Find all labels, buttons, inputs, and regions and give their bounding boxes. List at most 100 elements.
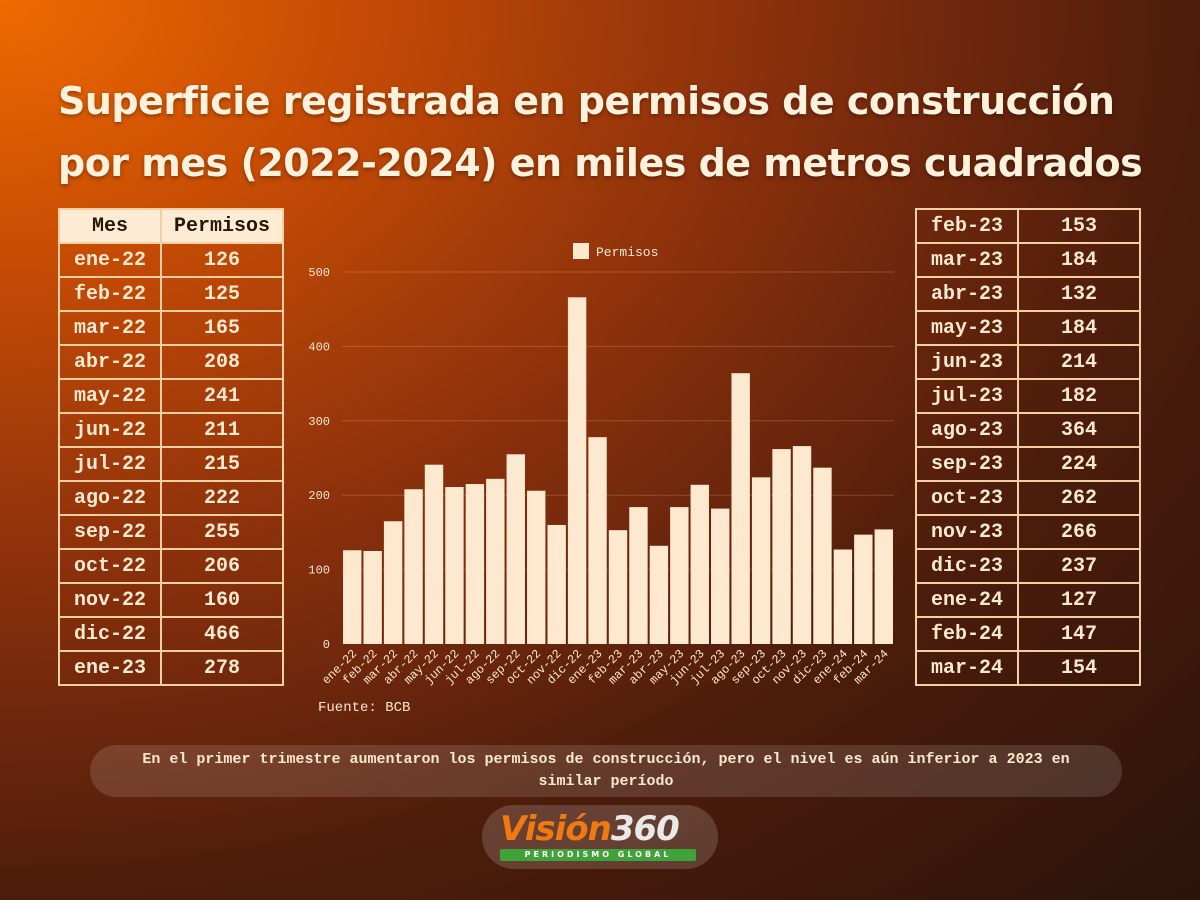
month-cell: sep-23 bbox=[915, 446, 1019, 482]
title-line-2: por mes (2022-2024) en miles de metros c… bbox=[58, 141, 1143, 185]
logo-wordmark: Visión360 bbox=[500, 807, 680, 851]
month-cell: ene-24 bbox=[915, 582, 1019, 618]
month-cell: mar-22 bbox=[58, 310, 162, 346]
y-tick-label: 500 bbox=[308, 266, 330, 280]
bar bbox=[343, 550, 362, 644]
month-cell: sep-22 bbox=[58, 514, 162, 550]
bar bbox=[874, 529, 893, 644]
month-cell: jun-22 bbox=[58, 412, 162, 448]
table-row: ago-22 222 bbox=[58, 480, 284, 516]
value-cell: 222 bbox=[160, 480, 284, 516]
table-row: mar-23 184 bbox=[915, 242, 1141, 278]
logo-tagline: PERIODISMO GLOBAL bbox=[500, 849, 696, 861]
month-cell: oct-22 bbox=[58, 548, 162, 584]
bar bbox=[792, 446, 812, 644]
table-row: feb-22 125 bbox=[58, 276, 284, 312]
y-tick-label: 100 bbox=[308, 564, 330, 578]
bar bbox=[567, 297, 587, 644]
bar bbox=[588, 437, 607, 644]
month-cell: dic-23 bbox=[915, 548, 1019, 584]
bar bbox=[465, 484, 485, 644]
month-cell: nov-22 bbox=[58, 582, 162, 618]
bar bbox=[854, 534, 873, 644]
bar bbox=[690, 484, 709, 644]
table-row: ago-23 364 bbox=[915, 412, 1141, 448]
table-row: may-22 241 bbox=[58, 378, 284, 414]
table-row: jul-23 182 bbox=[915, 378, 1141, 414]
bar bbox=[649, 545, 669, 644]
value-cell: 184 bbox=[1017, 310, 1141, 346]
table-row: dic-22 466 bbox=[58, 616, 284, 652]
month-cell: feb-24 bbox=[915, 616, 1019, 652]
month-cell: ago-23 bbox=[915, 412, 1019, 448]
month-cell: abr-22 bbox=[58, 344, 162, 380]
value-cell: 255 bbox=[160, 514, 284, 550]
bar bbox=[711, 508, 730, 644]
value-cell: 215 bbox=[160, 446, 284, 482]
column-header-permisos: Permisos bbox=[160, 208, 284, 244]
bar bbox=[363, 551, 382, 644]
value-cell: 237 bbox=[1017, 548, 1141, 584]
month-cell: dic-22 bbox=[58, 616, 162, 652]
bar bbox=[527, 490, 546, 644]
value-cell: 165 bbox=[160, 310, 284, 346]
month-cell: feb-22 bbox=[58, 276, 162, 312]
bar bbox=[813, 467, 832, 644]
page-title: Superficie registrada en permisos de con… bbox=[58, 70, 1158, 194]
value-cell: 211 bbox=[160, 412, 284, 448]
bar bbox=[547, 524, 566, 644]
y-tick-label: 200 bbox=[308, 489, 330, 503]
bar bbox=[383, 521, 403, 644]
value-cell: 364 bbox=[1017, 412, 1141, 448]
month-cell: jul-22 bbox=[58, 446, 162, 482]
value-cell: 132 bbox=[1017, 276, 1141, 312]
table-row: dic-23 237 bbox=[915, 548, 1141, 584]
bar bbox=[445, 487, 464, 644]
value-cell: 266 bbox=[1017, 514, 1141, 550]
value-cell: 154 bbox=[1017, 650, 1141, 686]
month-cell: jun-23 bbox=[915, 344, 1019, 380]
table-row: oct-23 262 bbox=[915, 480, 1141, 516]
month-cell: oct-23 bbox=[915, 480, 1019, 516]
legend-label: Permisos bbox=[596, 245, 658, 260]
table-row: ene-23 278 bbox=[58, 650, 284, 686]
table-row: abr-22 208 bbox=[58, 344, 284, 380]
month-cell: ene-22 bbox=[58, 242, 162, 278]
month-cell: nov-23 bbox=[915, 514, 1019, 550]
bar bbox=[731, 373, 750, 644]
value-cell: 241 bbox=[160, 378, 284, 414]
title-line-1: Superficie registrada en permisos de con… bbox=[58, 79, 1115, 123]
value-cell: 224 bbox=[1017, 446, 1141, 482]
month-cell: jul-23 bbox=[915, 378, 1019, 414]
bar bbox=[629, 507, 648, 644]
value-cell: 182 bbox=[1017, 378, 1141, 414]
value-cell: 153 bbox=[1017, 208, 1141, 244]
value-cell: 262 bbox=[1017, 480, 1141, 516]
month-cell: mar-24 bbox=[915, 650, 1019, 686]
legend-swatch bbox=[573, 243, 589, 259]
table-row: feb-23 153 bbox=[915, 208, 1141, 244]
bar bbox=[404, 489, 423, 644]
month-cell: mar-23 bbox=[915, 242, 1019, 278]
table-row: nov-23 266 bbox=[915, 514, 1141, 550]
right-data-table: feb-23 153 mar-23 184 abr-23 132 may-23 184 jun-… bbox=[915, 208, 1141, 686]
table-row: nov-22 160 bbox=[58, 582, 284, 618]
table-row: jun-22 211 bbox=[58, 412, 284, 448]
value-cell: 184 bbox=[1017, 242, 1141, 278]
logo-word-1: Visión bbox=[500, 809, 612, 849]
month-cell: may-22 bbox=[58, 378, 162, 414]
bar-chart: 0100200300400500ene-22feb-22mar-22abr-22… bbox=[308, 243, 894, 687]
source-label: Fuente: BCB bbox=[318, 700, 411, 716]
bar bbox=[608, 530, 628, 644]
bar bbox=[486, 478, 505, 644]
value-cell: 127 bbox=[1017, 582, 1141, 618]
month-cell: feb-23 bbox=[915, 208, 1019, 244]
value-cell: 147 bbox=[1017, 616, 1141, 652]
brand-logo: Visión360 PERIODISMO GLOBAL bbox=[482, 805, 718, 869]
bar bbox=[506, 454, 525, 644]
y-tick-label: 0 bbox=[323, 638, 330, 652]
left-data-table: Mes Permisos ene-22 126 feb-22 125 mar-22 165… bbox=[58, 208, 284, 686]
value-cell: 125 bbox=[160, 276, 284, 312]
table-row: mar-22 165 bbox=[58, 310, 284, 346]
column-header-mes: Mes bbox=[58, 208, 162, 244]
